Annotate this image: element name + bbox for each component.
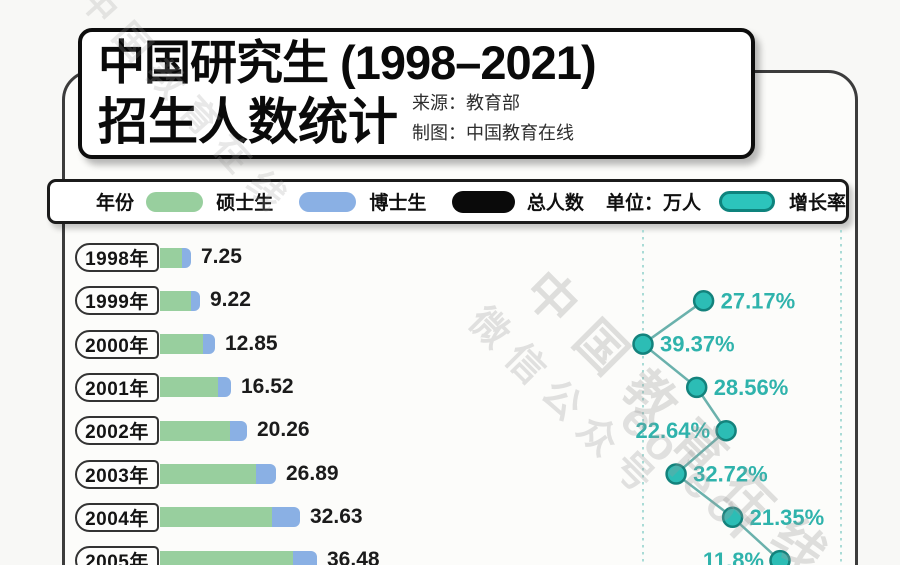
growth-rate-label: 32.72% — [693, 462, 768, 487]
growth-point — [632, 333, 654, 355]
phd-segment — [191, 290, 200, 311]
table-row: 1998年 7.25 — [0, 243, 900, 272]
growth-point — [769, 549, 791, 565]
enrollment-bar — [160, 377, 231, 398]
master-segment — [160, 334, 203, 355]
growth-point — [665, 463, 687, 485]
growth-point — [721, 506, 744, 529]
title-box: 中国研究生 (1998–2021) 招生人数统计 来源：教育部 制图：中国教育在… — [78, 28, 755, 159]
phd-swatch-icon — [299, 191, 357, 212]
growth-rate-label: 39.37% — [660, 332, 735, 357]
total-value-label: 26.89 — [286, 461, 339, 485]
legend-master-label: 硕士生 — [216, 193, 274, 214]
table-row: 2005年 36.48 — [0, 546, 900, 565]
source-label: 来源：教育部 — [412, 92, 520, 113]
legend-unit-label: 单位：万人 — [605, 193, 701, 214]
growth-rate-label: 11.8% — [703, 548, 764, 565]
legend-phd-label: 博士生 — [369, 193, 427, 214]
phd-segment — [230, 420, 247, 441]
total-value-label: 12.85 — [225, 331, 278, 355]
master-segment — [160, 420, 230, 441]
master-swatch-icon — [146, 191, 204, 212]
enrollment-bar — [160, 550, 317, 565]
legend-bar: 年份 硕士生 博士生 总人数 单位：万人 增长率 — [47, 179, 849, 224]
table-row: 2001年 16.52 — [0, 372, 900, 402]
total-value-label: 16.52 — [241, 374, 294, 398]
enrollment-bar — [160, 290, 200, 311]
growth-rate-label: 27.17% — [721, 288, 796, 313]
year-pill: 2005年 — [75, 546, 159, 565]
total-value-label: 7.25 — [201, 245, 242, 268]
page-title-line1: 中国研究生 (1998–2021) — [98, 36, 597, 90]
title-meta: 来源：教育部 制图：中国教育在线 — [412, 89, 574, 149]
legend-growth-label: 增长率 — [788, 193, 846, 214]
enrollment-bar — [160, 420, 247, 441]
total-value-label: 32.63 — [310, 504, 363, 528]
phd-segment — [218, 377, 231, 398]
legend-year-label: 年份 — [96, 193, 135, 214]
master-segment — [160, 507, 272, 528]
master-segment — [160, 377, 218, 398]
master-segment — [160, 290, 191, 311]
growth-point — [715, 419, 737, 442]
year-pill: 2004年 — [75, 502, 159, 532]
year-pill: 2001年 — [75, 372, 159, 402]
table-row: 1999年 9.22 — [0, 286, 900, 316]
enrollment-bar — [160, 247, 191, 268]
table-row: 2000年 12.85 — [0, 329, 900, 359]
phd-segment — [256, 464, 276, 484]
growth-point — [685, 376, 708, 399]
table-row: 2004年 32.63 — [0, 502, 900, 532]
phd-segment — [272, 507, 300, 528]
enrollment-bar — [160, 334, 215, 355]
table-row: 2003年 26.89 — [0, 459, 900, 489]
master-segment — [160, 464, 256, 484]
year-pill: 2000年 — [75, 329, 159, 359]
phd-segment — [293, 550, 317, 565]
table-row: 2002年 20.26 — [0, 416, 900, 446]
growth-rate-label: 21.35% — [750, 505, 825, 530]
year-pill: 2002年 — [75, 416, 159, 446]
total-swatch-icon — [452, 190, 515, 213]
growth-point — [692, 290, 715, 312]
enrollment-bar — [160, 507, 300, 528]
year-pill: 2003年 — [75, 459, 159, 489]
master-segment — [160, 247, 182, 268]
enrollment-bar — [160, 464, 276, 484]
total-value-label: 36.48 — [327, 548, 380, 565]
growth-swatch-icon — [718, 191, 775, 212]
growth-rate-label: 28.56% — [714, 375, 789, 400]
year-pill: 1999年 — [75, 286, 159, 316]
phd-segment — [203, 334, 215, 355]
page-title-line2: 招生人数统计 — [98, 94, 398, 151]
credit-label: 制图：中国教育在线 — [412, 122, 574, 143]
legend-total-label: 总人数 — [526, 193, 584, 214]
master-segment — [160, 550, 293, 565]
phd-segment — [182, 247, 191, 268]
total-value-label: 20.26 — [257, 418, 310, 442]
year-pill: 1998年 — [75, 243, 159, 272]
total-value-label: 9.22 — [210, 288, 251, 312]
growth-rate-label: 22.64% — [635, 418, 710, 443]
